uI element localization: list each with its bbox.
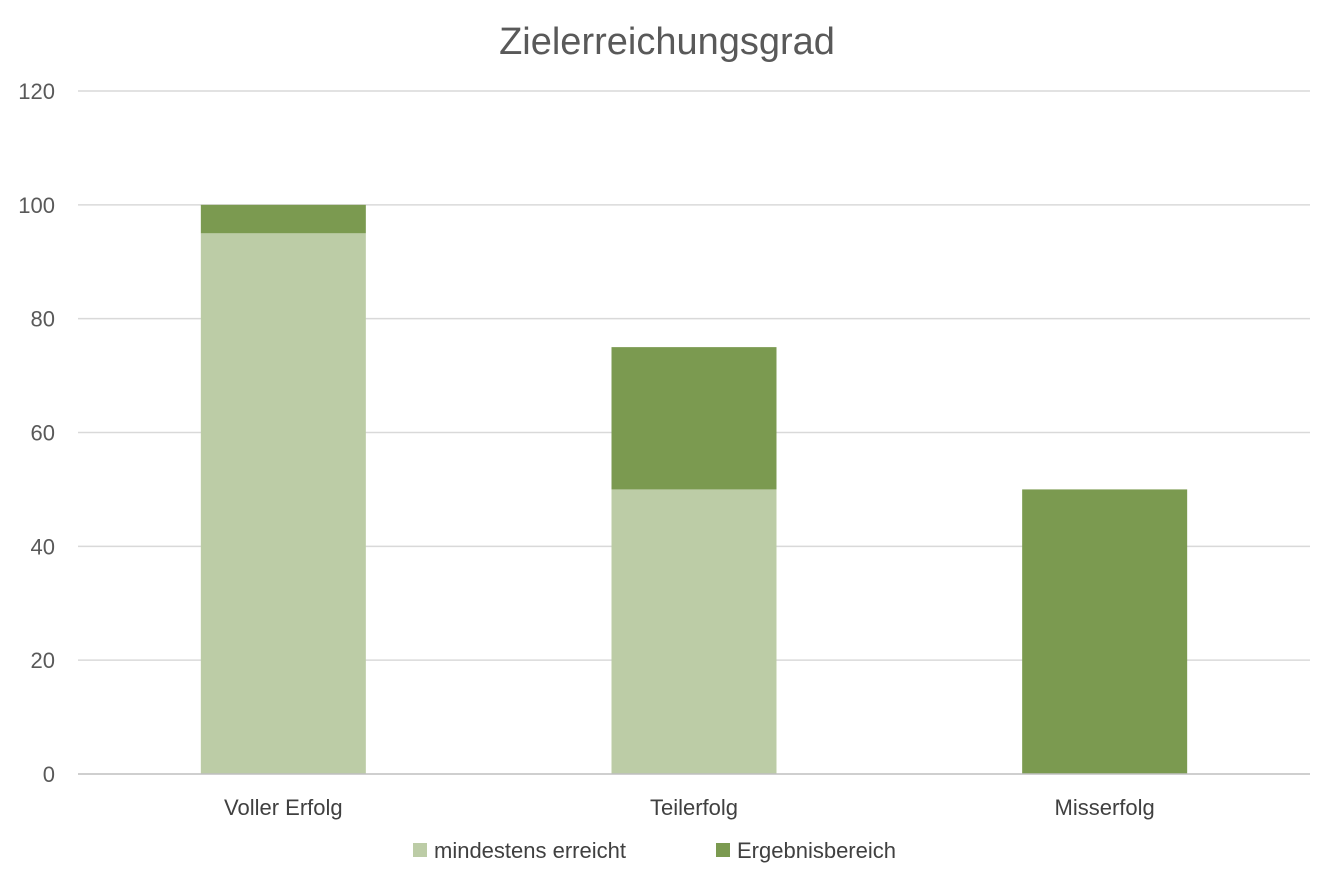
legend-swatch — [413, 843, 427, 857]
bar-segment — [611, 347, 777, 490]
legend-swatch — [716, 843, 730, 857]
y-tick-label: 60 — [31, 421, 55, 446]
x-category-label: Misserfolg — [1055, 795, 1155, 820]
legend-label: mindestens erreicht — [434, 838, 626, 863]
x-axis-categories: Voller Erfolg Teilerfolg Misserfolg — [224, 795, 1155, 820]
bar-segment — [200, 204, 366, 234]
y-tick-label: 120 — [18, 79, 55, 104]
bar-segment — [1022, 489, 1188, 774]
bar-segment — [200, 233, 366, 774]
legend: mindestens erreicht Ergebnisbereich — [413, 838, 896, 863]
bar-segment — [611, 489, 777, 774]
chart-title: Zielerreichungsgrad — [499, 21, 835, 63]
y-tick-label: 80 — [31, 307, 55, 332]
bars — [200, 204, 1188, 774]
y-tick-label: 100 — [18, 193, 55, 218]
x-category-label: Voller Erfolg — [224, 795, 343, 820]
x-category-label: Teilerfolg — [650, 795, 738, 820]
y-tick-label: 0 — [43, 762, 55, 787]
y-tick-label: 20 — [31, 648, 55, 673]
y-tick-label: 40 — [31, 534, 55, 559]
legend-label: Ergebnisbereich — [737, 838, 896, 863]
y-axis-ticks: 0 20 40 60 80 100 120 — [18, 79, 55, 787]
